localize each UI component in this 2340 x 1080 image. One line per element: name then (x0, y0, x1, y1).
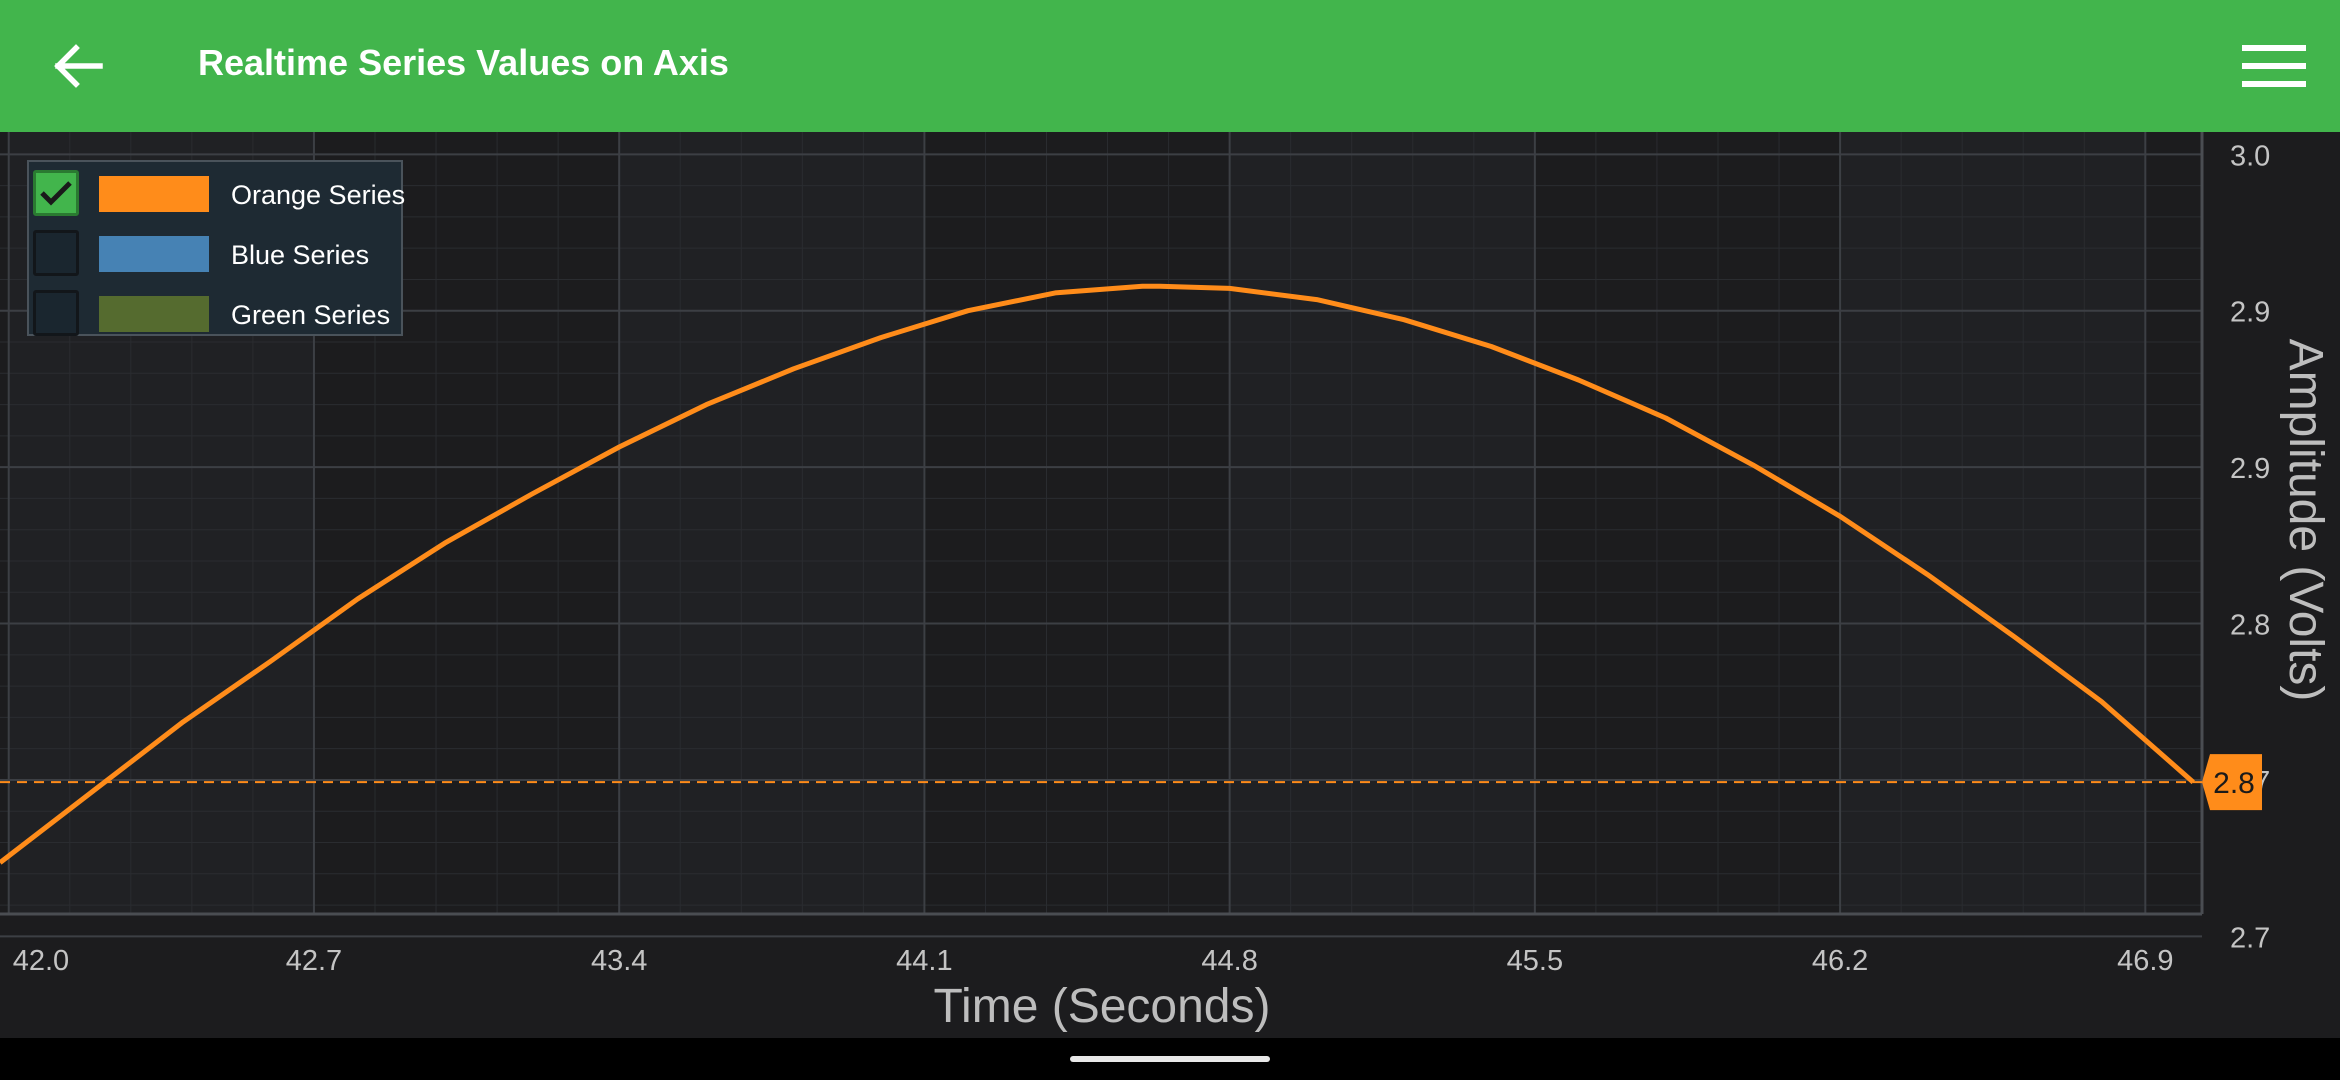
system-navigation-bar (0, 1038, 2340, 1080)
y-tick-label: 2.9 (2230, 453, 2270, 485)
grid-band (1840, 132, 2146, 914)
menu-button[interactable] (2236, 34, 2312, 98)
x-tick-label: 42.7 (286, 945, 342, 977)
y-axis-title: Amplitude (Volts) (2279, 339, 2332, 702)
page-title: Realtime Series Values on Axis (198, 42, 729, 83)
legend-label-blue: Blue Series (231, 240, 370, 270)
legend-item-green[interactable]: Green Series (29, 284, 401, 342)
home-indicator[interactable] (1070, 1056, 1270, 1062)
legend-swatch-green (99, 296, 209, 332)
axis-value-marker-label: 2.8 (2213, 767, 2255, 800)
legend-swatch-orange (99, 176, 209, 212)
hamburger-menu-icon (2242, 45, 2306, 87)
checkmark-icon (40, 181, 72, 206)
grid-band (619, 132, 925, 914)
legend-swatch-blue (99, 236, 209, 272)
y-tick-label: 2.7 (2230, 922, 2270, 954)
x-tick-label: 44.1 (896, 945, 952, 977)
y-tick-label: 3.0 (2230, 140, 2270, 172)
legend-label-orange: Orange Series (231, 180, 406, 210)
x-axis-title: Time (Seconds) (934, 980, 1271, 1033)
x-tick-label: 45.5 (1507, 945, 1563, 977)
x-tick-label: 43.4 (591, 945, 647, 977)
x-tick-label: 46.9 (2117, 945, 2173, 977)
legend-checkbox-blue[interactable] (33, 230, 79, 276)
back-button[interactable] (40, 30, 116, 102)
x-tick-label: 42.0 (13, 945, 69, 977)
legend-item-orange[interactable]: Orange Series (29, 164, 405, 222)
app-bar: Realtime Series Values on Axis (0, 0, 2340, 132)
arrow-left-icon (54, 44, 103, 88)
y-tick-label: 2.8 (2230, 610, 2270, 642)
legend-checkbox-green[interactable] (33, 290, 79, 336)
x-tick-label: 46.2 (1812, 945, 1868, 977)
y-tick-label: 2.9 (2230, 297, 2270, 329)
axis-value-marker (2202, 754, 2262, 811)
legend-item-blue[interactable]: Blue Series (29, 224, 401, 282)
grid-band (1229, 132, 1535, 914)
chart-legend: Orange Series Blue Series Green Series (27, 160, 405, 336)
legend-label-green: Green Series (231, 300, 391, 330)
chart-surface[interactable]: 42.0 42.7 43.4 44.1 44.8 45.5 46.2 46.9 3.0 2.9 2.… (0, 0, 2340, 1038)
x-tick-label: 44.8 (1201, 945, 1257, 977)
legend-checkbox-orange[interactable] (33, 170, 79, 216)
series-line-orange[interactable] (0, 283, 2195, 865)
